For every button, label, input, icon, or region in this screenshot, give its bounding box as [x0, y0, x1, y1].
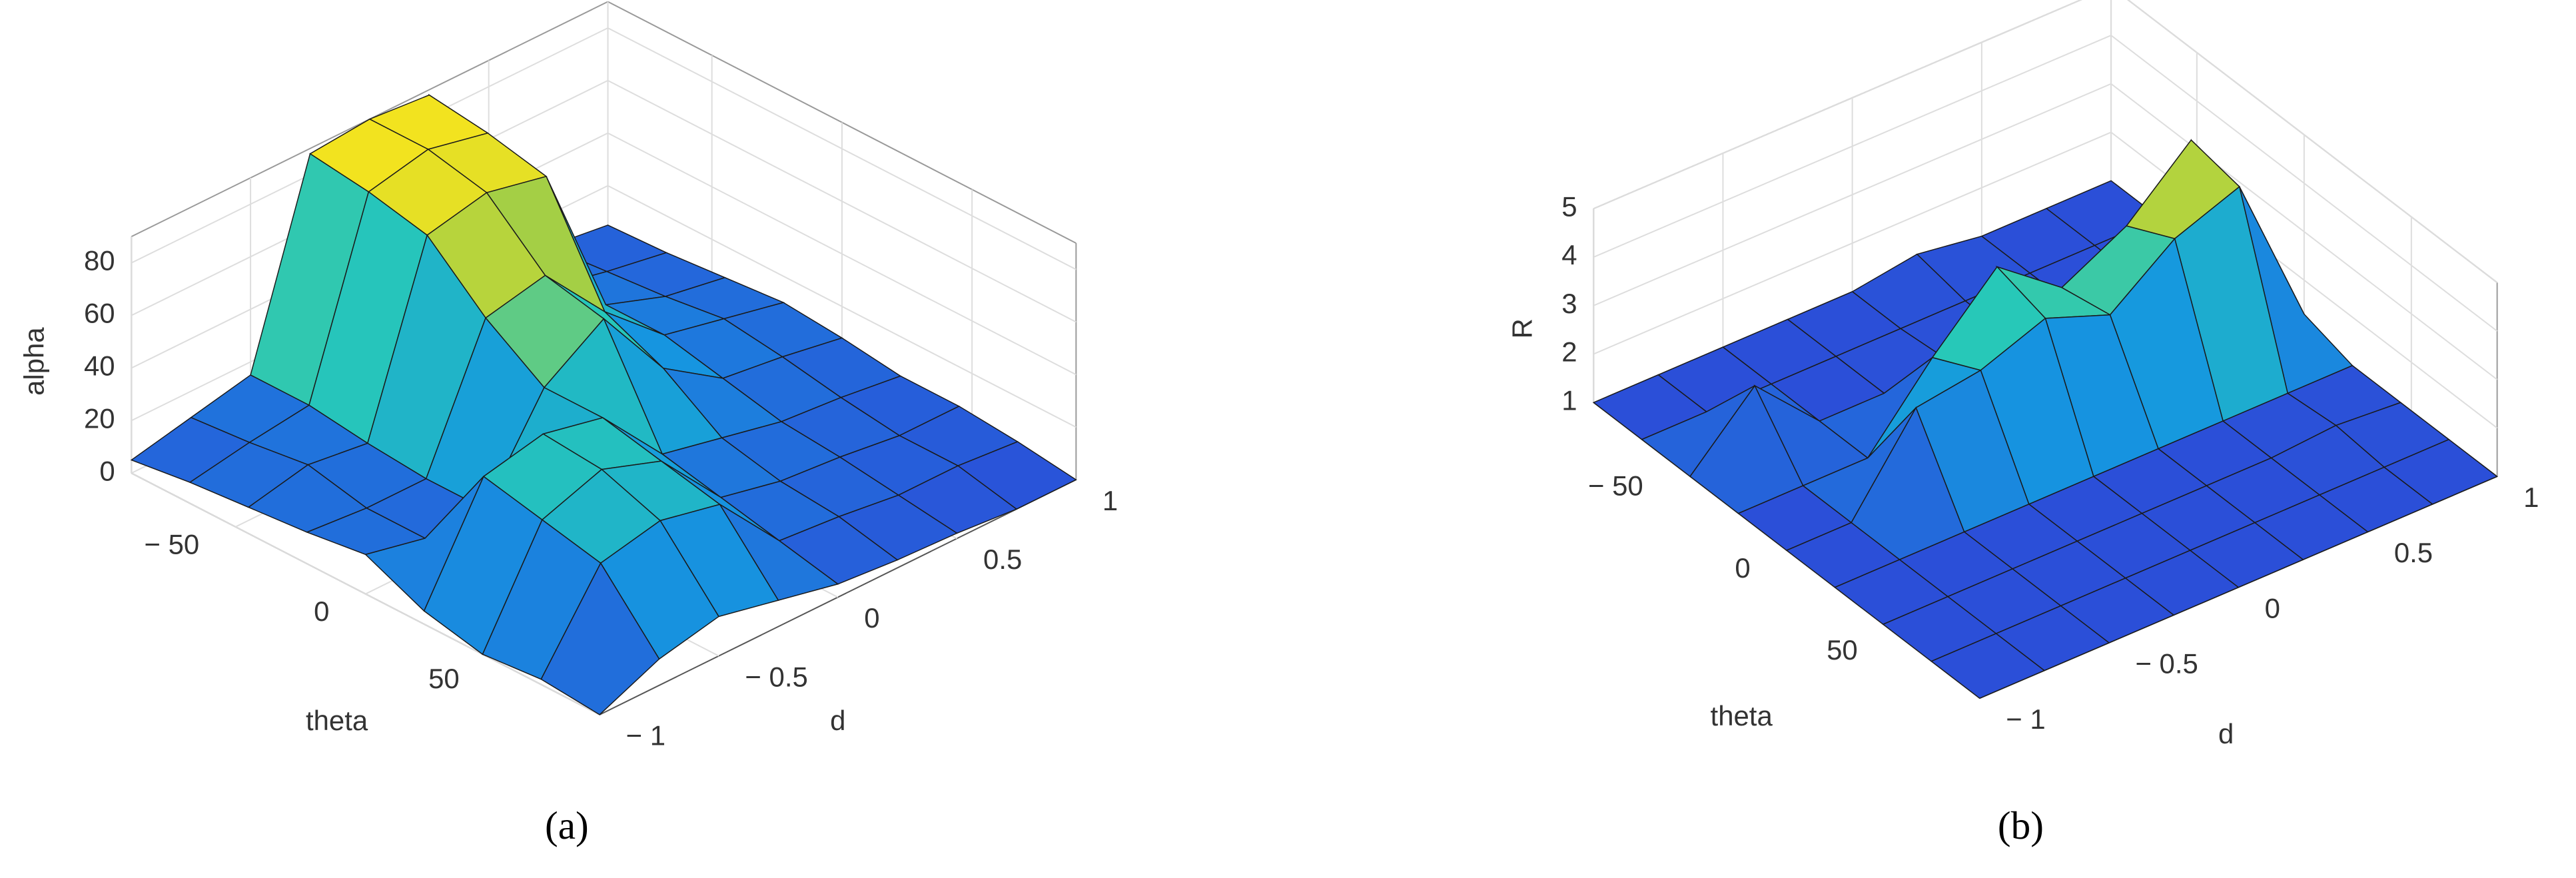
z-axis-label: alpha [18, 327, 49, 396]
z-tick-label: 2 [1561, 336, 1577, 368]
z-tick-label: 3 [1561, 288, 1577, 319]
z-tick-label: 40 [84, 350, 115, 382]
caption: (a) [545, 803, 589, 847]
x-axis-label: theta [306, 705, 368, 736]
z-tick-label: 4 [1561, 239, 1577, 270]
z-axis-label: R [1507, 318, 1538, 338]
x-tick-label: 50 [1827, 634, 1858, 665]
y-tick-label: 0.5 [983, 544, 1022, 575]
x-tick-label: 0 [1735, 552, 1750, 584]
x-tick-label: − 50 [1588, 470, 1643, 502]
x-tick-label: 50 [428, 663, 460, 694]
grid-line [131, 472, 600, 715]
z-tick-label: 60 [84, 298, 115, 329]
y-tick-label: − 0.5 [2135, 648, 2198, 679]
y-tick-label: 1 [1102, 485, 1118, 516]
x-axis-label: theta [1711, 700, 1773, 731]
y-tick-label: 1 [2523, 482, 2539, 513]
y-tick-label: − 0.5 [745, 661, 807, 692]
x-tick-label: 0 [314, 596, 329, 627]
surface-face [540, 562, 660, 715]
z-tick-label: 1 [1561, 384, 1577, 416]
z-tick-label: 0 [99, 455, 115, 486]
y-tick-label: − 1 [2006, 703, 2045, 735]
y-axis-label: d [2218, 718, 2234, 749]
x-tick-label: − 50 [144, 529, 199, 560]
y-tick-label: − 1 [626, 719, 665, 751]
y-axis-label: d [830, 705, 845, 736]
caption: (b) [1998, 803, 2044, 847]
surface-face [1930, 633, 2046, 699]
z-tick-label: 80 [84, 245, 115, 276]
y-tick-label: 0.5 [2394, 537, 2433, 568]
y-tick-label: 0 [864, 602, 879, 634]
z-tick-label: 20 [84, 402, 115, 434]
z-tick-label: 5 [1561, 191, 1577, 222]
y-tick-label: 0 [2265, 592, 2280, 624]
